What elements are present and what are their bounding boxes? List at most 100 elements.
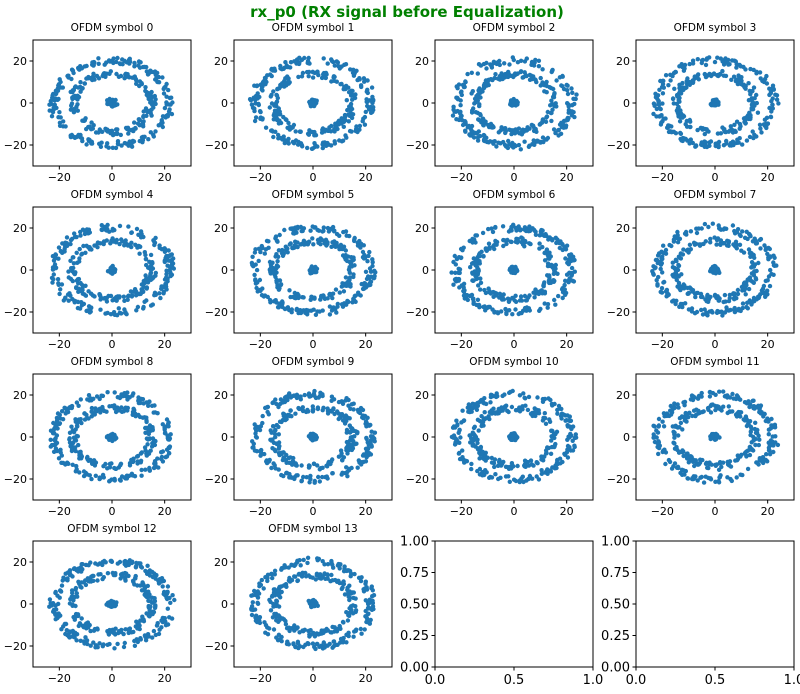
data-point	[164, 271, 169, 277]
data-point	[544, 115, 549, 120]
data-point	[61, 119, 66, 124]
data-point	[773, 92, 778, 97]
data-point	[566, 260, 571, 266]
data-point	[519, 310, 524, 316]
data-point	[98, 410, 103, 415]
data-point	[567, 445, 572, 450]
data-point	[255, 91, 260, 96]
data-point	[531, 290, 536, 295]
data-point	[306, 239, 312, 244]
data-point	[672, 86, 677, 92]
data-point	[119, 143, 124, 148]
data-point	[291, 294, 296, 300]
data-point	[477, 456, 482, 461]
data-point	[62, 405, 67, 410]
data-point	[524, 127, 530, 133]
data-point	[278, 84, 283, 89]
data-point	[51, 277, 56, 282]
data-point	[574, 92, 579, 97]
data-point	[324, 243, 329, 248]
data-point	[73, 84, 78, 89]
data-point	[486, 140, 491, 145]
data-point	[52, 431, 57, 436]
data-point	[557, 245, 562, 251]
data-point	[156, 465, 161, 470]
data-point	[724, 138, 729, 144]
data-point	[325, 225, 331, 231]
y-tick-label: 20	[214, 389, 228, 402]
data-point	[55, 277, 61, 282]
y-tick-label: 0	[422, 431, 429, 444]
data-point	[750, 107, 756, 112]
data-point	[506, 466, 512, 471]
data-point	[503, 130, 508, 136]
data-point	[62, 246, 67, 251]
data-point	[730, 139, 736, 144]
data-point	[289, 310, 294, 315]
data-point	[151, 134, 156, 139]
data-point	[82, 417, 88, 422]
data-point	[347, 112, 352, 118]
data-point	[323, 75, 328, 81]
data-point	[337, 138, 342, 143]
data-point	[109, 267, 115, 272]
data-point	[76, 442, 81, 448]
data-point	[745, 422, 750, 427]
data-point	[65, 243, 70, 248]
data-point	[112, 390, 117, 395]
data-point	[516, 126, 522, 131]
data-point	[465, 71, 470, 77]
data-point	[339, 472, 344, 477]
data-point	[144, 425, 149, 431]
data-point	[742, 119, 747, 125]
data-point	[77, 67, 82, 72]
data-point	[466, 402, 471, 407]
data-point	[659, 286, 665, 291]
data-point	[117, 223, 123, 229]
x-tick-label: 0	[109, 171, 116, 184]
data-point	[358, 293, 363, 298]
data-point	[734, 65, 739, 70]
data-point	[343, 61, 349, 67]
data-point	[106, 145, 111, 150]
data-point	[89, 120, 94, 125]
data-point	[118, 461, 124, 466]
y-tick-label: 20	[214, 55, 228, 68]
data-point	[485, 305, 490, 310]
data-point	[334, 231, 340, 237]
data-point	[486, 241, 492, 246]
data-point	[451, 282, 456, 287]
data-point	[669, 130, 674, 135]
data-point	[492, 464, 497, 470]
data-point	[745, 306, 750, 311]
data-point	[56, 456, 62, 461]
data-point	[656, 102, 662, 107]
data-point	[344, 98, 349, 103]
data-point	[754, 134, 759, 139]
data-point	[489, 408, 494, 413]
data-point	[721, 143, 727, 148]
data-point	[475, 135, 481, 140]
subplot-title: OFDM symbol 5	[272, 189, 355, 201]
data-point	[729, 77, 734, 83]
data-point	[148, 252, 154, 258]
data-point	[569, 270, 575, 276]
data-point	[734, 61, 739, 67]
data-point	[91, 71, 96, 77]
data-point	[757, 70, 763, 75]
data-point	[50, 254, 56, 259]
data-point	[276, 432, 281, 437]
data-point	[517, 131, 522, 136]
data-point	[258, 109, 263, 115]
data-point	[326, 461, 331, 466]
data-point	[453, 440, 458, 445]
data-point	[70, 278, 76, 284]
data-point	[740, 142, 745, 147]
data-point	[298, 224, 304, 230]
data-point	[254, 83, 259, 89]
data-point	[310, 236, 315, 241]
data-point	[702, 72, 708, 77]
data-point	[338, 448, 344, 453]
